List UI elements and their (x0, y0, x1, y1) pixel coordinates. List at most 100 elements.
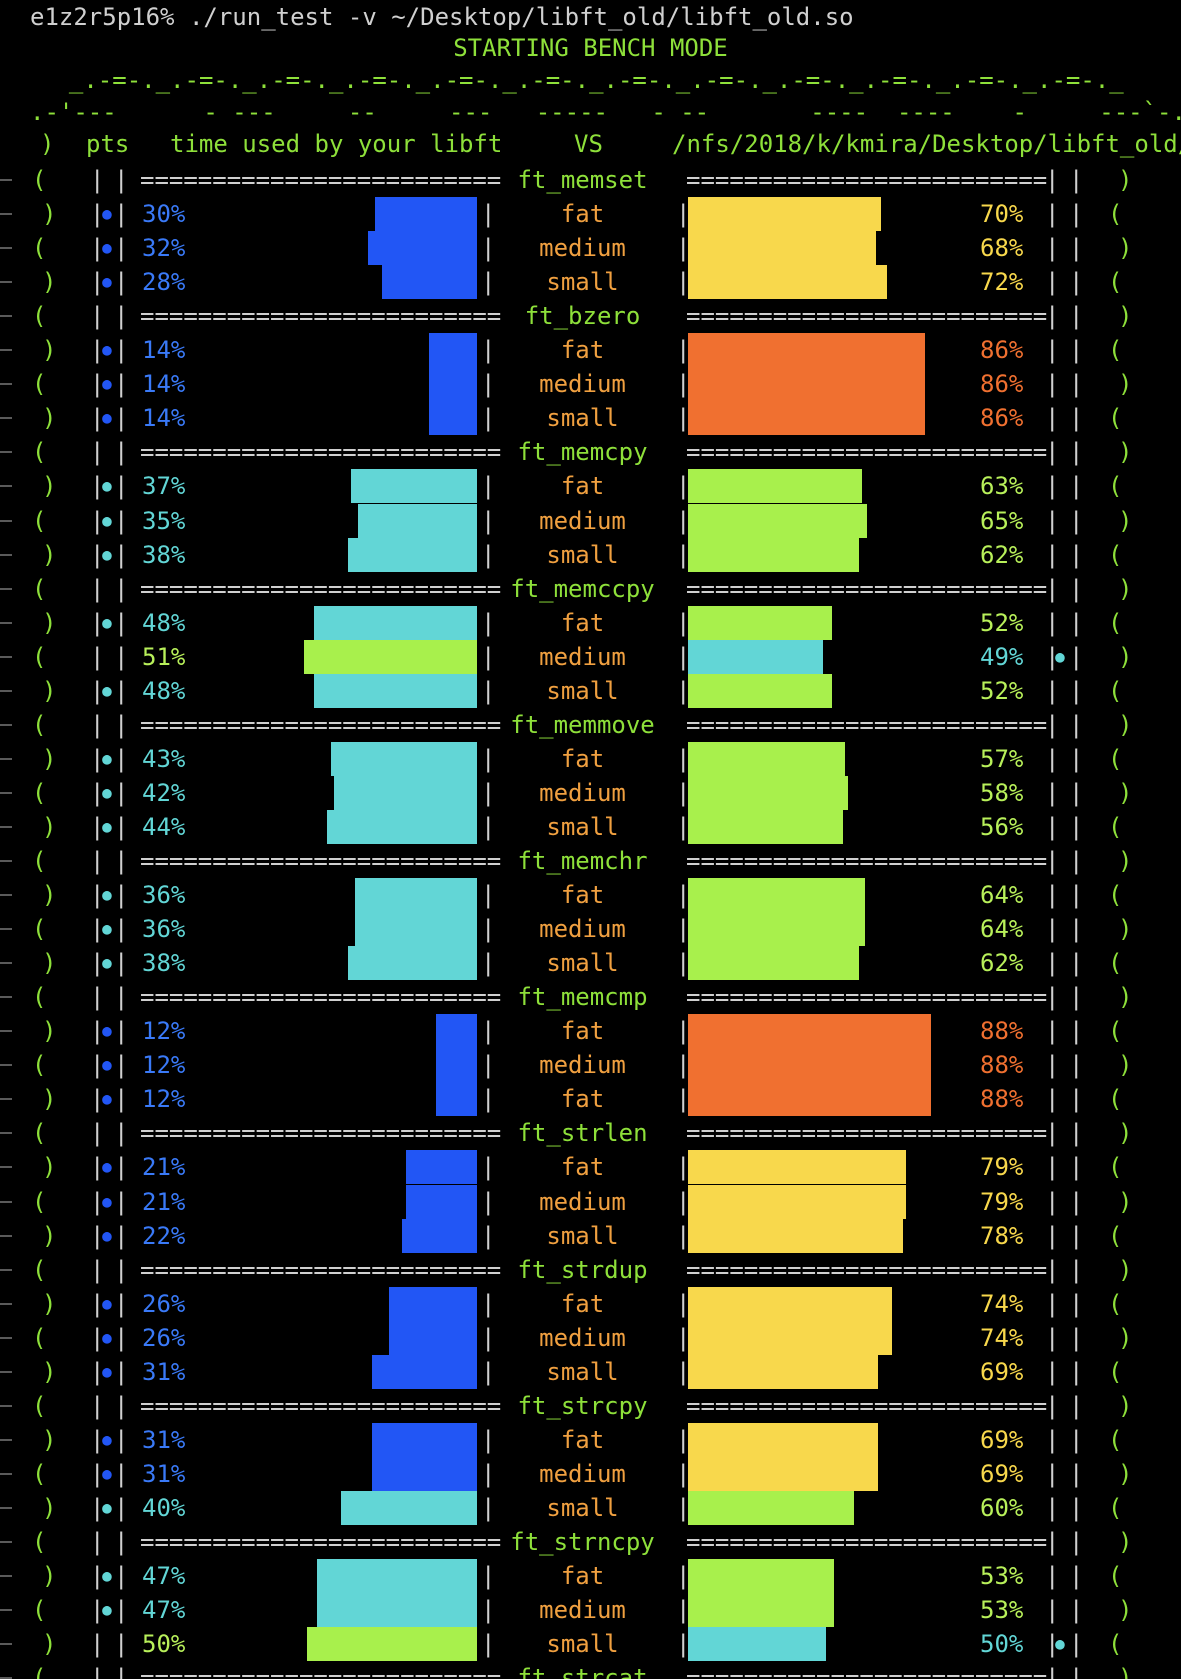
win-pipe-left: | (1045, 980, 1059, 1014)
row-bracket-left: ) (42, 878, 56, 912)
gutter-mark (0, 860, 12, 862)
size-label: small (477, 401, 688, 435)
bench-row: )(| | ● 12% | fat | 88% | | (0, 1014, 1181, 1048)
pts-pipe-left: | (90, 708, 104, 742)
right-percent: 69% (980, 1355, 1023, 1389)
win-pipe-left: | (1045, 674, 1059, 708)
win-dot-icon: ● (99, 751, 115, 767)
row-bracket-right: ) (1118, 1457, 1132, 1491)
pts-pipe-left: | (90, 640, 104, 674)
row-bracket-right: ( (1108, 469, 1122, 503)
win-dot-icon: ● (99, 819, 115, 835)
banner-line: STARTING BENCH MODE (0, 31, 1181, 65)
left-percent: 31% (142, 1457, 185, 1491)
left-percent: 30% (142, 197, 185, 231)
separator-right: ========================= (686, 708, 1047, 742)
separator-left: ========================= (140, 1389, 501, 1423)
win-pipe-right: | (1069, 810, 1083, 844)
win-pipe-right: | (1069, 878, 1083, 912)
function-name: ft_memccpy (477, 572, 688, 606)
row-bracket-left: ) (42, 333, 56, 367)
right-time-bar (688, 1048, 931, 1082)
win-dot-icon: ● (99, 1466, 115, 1482)
left-time-bar (389, 1287, 477, 1321)
right-percent: 49% (980, 640, 1023, 674)
right-time-bar (688, 776, 848, 810)
separator-left: ========================= (140, 299, 501, 333)
right-time-bar (688, 674, 832, 708)
function-separator: () | | ========================= ft_bzero ===… (0, 299, 1181, 333)
pts-pipe-left: | (90, 1525, 104, 1559)
row-bracket-left: ( (32, 435, 46, 469)
function-name: ft_strlen (477, 1116, 688, 1150)
function-separator: () | | ========================= ft_strncpy =… (0, 1525, 1181, 1559)
row-bracket-right: ( (1108, 538, 1122, 572)
pts-pipe-left: | (90, 1389, 104, 1423)
right-time-bar (688, 367, 925, 401)
gutter-mark (0, 1643, 12, 1645)
row-bracket-right: ( (1108, 1627, 1122, 1661)
row-bracket-right: ( (1108, 742, 1122, 776)
right-percent: 52% (980, 674, 1023, 708)
size-label: fat (477, 333, 688, 367)
row-bracket-left: ( (32, 844, 46, 878)
left-time-bar (436, 1048, 477, 1082)
bench-row: () | | ● 42% | medium | 58% | | (0, 776, 1181, 810)
row-bracket-right: ( (1108, 1014, 1122, 1048)
size-label: medium (477, 1457, 688, 1491)
row-bracket-right: ( (1108, 1219, 1122, 1253)
left-time-bar (389, 1321, 477, 1355)
ascii-top-line: _.-=-._.-=-._.-=-._.-=-._.-=-._.-=-._.-=… (0, 63, 1181, 97)
win-dot-icon: ● (99, 1023, 115, 1039)
row-bracket-left: ) (42, 538, 56, 572)
win-pipe-left: | (1045, 946, 1059, 980)
bench-row: )(| | ● 14% | fat | 86% | | (0, 333, 1181, 367)
left-time-bar (341, 1491, 477, 1525)
left-time-bar (307, 1627, 477, 1661)
gutter-mark (0, 451, 12, 453)
header-pts: pts (86, 127, 129, 161)
row-bracket-left: ( (32, 1457, 46, 1491)
win-dot-icon: ● (99, 240, 115, 256)
row-bracket-left: ) (42, 1627, 56, 1661)
bench-row: )(| | ● 36% | fat | 64% | | (0, 878, 1181, 912)
left-percent: 40% (142, 1491, 185, 1525)
gutter-mark (0, 281, 12, 283)
left-time-bar (382, 265, 477, 299)
pts-pipe-right: | (114, 1082, 128, 1116)
row-bracket-right: ) (1118, 1253, 1132, 1287)
left-percent: 12% (142, 1082, 185, 1116)
row-bracket-right: ( (1108, 265, 1122, 299)
bench-row: () | | ● 31% | medium | 69% | | (0, 1457, 1181, 1491)
function-name: ft_strcpy (477, 1389, 688, 1423)
win-pipe-right: | (1069, 1661, 1083, 1679)
bench-row: )(| | ● 40% | small | 60% | | (0, 1491, 1181, 1525)
win-pipe-right: | (1069, 1150, 1083, 1184)
left-percent: 35% (142, 504, 185, 538)
left-percent: 21% (142, 1185, 185, 1219)
row-bracket-left: ) (42, 197, 56, 231)
right-percent: 86% (980, 401, 1023, 435)
left-time-bar (429, 367, 477, 401)
bench-row: )(| | ● 21% | fat | 79% | | (0, 1150, 1181, 1184)
win-pipe-left: | (1045, 1661, 1059, 1679)
win-pipe-right: | (1069, 1082, 1083, 1116)
row-bracket-left: ( (32, 640, 46, 674)
pts-pipe-right: | (114, 1423, 128, 1457)
row-bracket-left: ( (32, 572, 46, 606)
win-pipe-right: | (1069, 1627, 1083, 1661)
size-label: medium (477, 504, 688, 538)
size-label: medium (477, 640, 688, 674)
left-percent: 47% (142, 1593, 185, 1627)
pts-pipe-right: | (114, 776, 128, 810)
right-time-bar (688, 1491, 854, 1525)
left-percent: 51% (142, 640, 185, 674)
left-percent: 48% (142, 674, 185, 708)
ascii-decoration-top: _.-=-._.-=-._.-=-._.-=-._.-=-._.-=-._.-=… (40, 63, 1181, 97)
win-pipe-right: | (1069, 606, 1083, 640)
win-dot-icon: ● (1052, 649, 1068, 665)
left-percent: 38% (142, 946, 185, 980)
gutter-mark (0, 1235, 12, 1237)
gutter-mark (0, 962, 12, 964)
